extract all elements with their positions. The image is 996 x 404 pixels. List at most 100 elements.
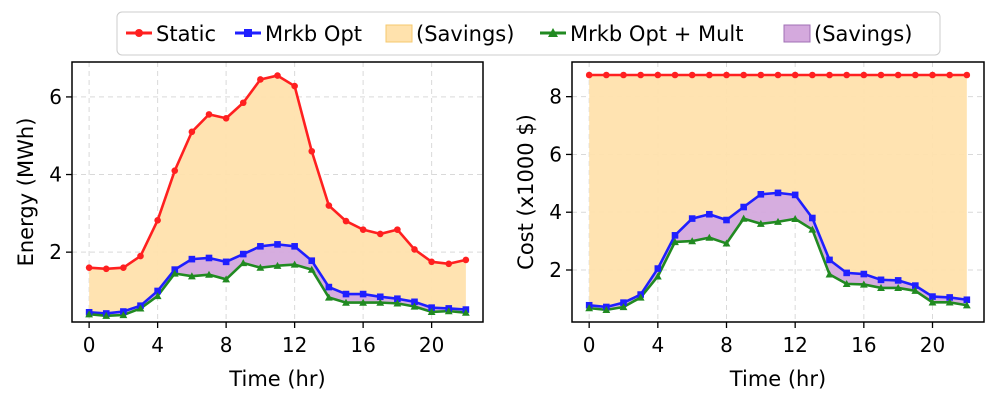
energy-point-static xyxy=(188,128,196,136)
cost-y-tick-label: 8 xyxy=(549,85,562,109)
cost-point-opt xyxy=(791,191,799,199)
energy-point-static xyxy=(222,114,230,122)
cost-point-opt xyxy=(809,214,816,222)
energy-point-opt xyxy=(411,298,418,306)
energy-point-mult xyxy=(119,311,128,319)
cost-point-static xyxy=(671,71,679,79)
cost-point-static xyxy=(826,71,833,79)
energy-point-static xyxy=(102,265,110,273)
cost-point-opt xyxy=(654,265,662,272)
energy-point-mult xyxy=(205,270,213,278)
energy-point-opt xyxy=(222,258,230,266)
cost-point-mult xyxy=(756,219,765,227)
cost-x-tick-label: 20 xyxy=(920,333,945,357)
legend-savings2-swatch xyxy=(783,24,811,43)
cost-point-static xyxy=(688,71,696,79)
energy-point-opt xyxy=(188,255,196,263)
cost-point-mult xyxy=(791,214,800,222)
energy-y-tick-label: 6 xyxy=(49,85,62,109)
energy-point-static xyxy=(376,230,384,238)
energy-point-mult xyxy=(393,299,402,307)
legend: Static Mrkb Opt (Savings) Mrkb Opt + Mul… xyxy=(116,11,941,56)
energy-point-opt xyxy=(428,304,435,311)
energy-point-opt xyxy=(274,241,281,248)
cost-point-opt xyxy=(912,282,919,289)
energy-point-static xyxy=(325,202,333,209)
cost-point-static xyxy=(809,71,816,79)
cost-point-static xyxy=(946,71,953,79)
energy-point-mult xyxy=(273,261,282,269)
cost-point-static xyxy=(740,71,747,79)
cost-point-static xyxy=(912,71,919,79)
energy-point-static xyxy=(257,76,264,83)
cost-x-tick-label: 8 xyxy=(720,333,733,357)
cost-y-axis-label: Cost (x1000 $) xyxy=(514,114,538,270)
cost-point-static xyxy=(585,71,593,79)
cost-point-opt xyxy=(688,215,696,222)
energy-point-static xyxy=(85,264,93,271)
energy-x-tick-label: 0 xyxy=(83,333,96,357)
energy-point-opt xyxy=(257,243,264,250)
energy-point-static xyxy=(291,82,298,90)
energy-point-static xyxy=(342,217,350,225)
cost-point-static xyxy=(757,71,765,79)
cost-point-opt xyxy=(860,270,868,278)
cost-x-tick-label: 12 xyxy=(782,333,807,357)
cost-point-mult xyxy=(636,293,645,301)
energy-point-static xyxy=(308,147,316,155)
cost-point-opt xyxy=(843,269,850,277)
energy-data-points xyxy=(85,72,470,319)
energy-x-axis-label: Time (hr) xyxy=(228,367,325,391)
energy-x-tick-label: 4 xyxy=(151,333,164,357)
energy-point-mult xyxy=(256,263,265,271)
cost-point-static xyxy=(637,71,644,79)
cost-point-mult xyxy=(808,225,817,233)
energy-x-tick-label: 8 xyxy=(220,333,233,357)
energy-plot-frame xyxy=(71,61,484,323)
cost-point-static xyxy=(963,71,971,79)
energy-point-static xyxy=(120,264,127,271)
cost-x-tick-label: 0 xyxy=(583,333,596,357)
cost-y-tick-label: 2 xyxy=(549,258,562,282)
energy-point-opt xyxy=(291,243,298,250)
cost-point-mult xyxy=(705,233,714,241)
energy-point-static xyxy=(154,217,161,224)
legend-mult-label: Mrkb Opt + Mult xyxy=(570,22,743,46)
cost-plot-frame xyxy=(571,61,985,323)
energy-point-mult xyxy=(359,298,368,306)
energy-y-tick-label: 4 xyxy=(49,163,62,187)
cost-point-static xyxy=(843,71,850,79)
legend-savings1-swatch xyxy=(385,24,413,43)
energy-point-static xyxy=(462,256,470,264)
cost-point-opt xyxy=(620,299,627,306)
cost-point-mult xyxy=(859,280,868,288)
cost-point-mult xyxy=(894,284,903,292)
cost-point-static xyxy=(706,71,713,79)
energy-point-mult xyxy=(153,292,162,300)
legend-mult-marker xyxy=(548,28,558,37)
cost-point-mult xyxy=(739,214,748,222)
energy-savings-areas xyxy=(89,75,466,316)
legend-opt-label: Mrkb Opt xyxy=(265,22,362,46)
cost-y-tick-label: 6 xyxy=(549,142,562,166)
energy-point-mult xyxy=(427,308,436,316)
energy-point-mult xyxy=(170,269,179,277)
cost-point-mult xyxy=(945,298,954,306)
energy-savings-area-static-opt xyxy=(89,75,466,314)
cost-point-opt xyxy=(894,277,902,284)
cost-point-static xyxy=(723,71,730,79)
energy-y-axis-label: Energy (MWh) xyxy=(14,118,38,267)
cost-point-opt xyxy=(877,276,885,284)
cost-point-opt xyxy=(963,296,971,304)
energy-point-mult xyxy=(342,298,350,306)
energy-point-mult xyxy=(136,304,145,312)
cost-point-mult xyxy=(722,239,731,247)
cost-point-mult xyxy=(602,305,611,313)
energy-point-mult xyxy=(239,259,248,267)
energy-point-opt xyxy=(205,254,213,262)
